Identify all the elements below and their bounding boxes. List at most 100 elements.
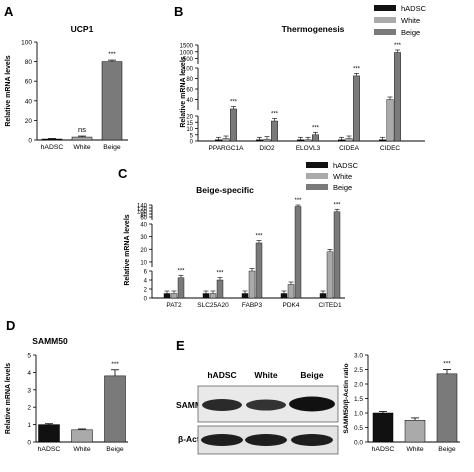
bar-hadsc [372, 412, 394, 443]
bar-white [304, 139, 312, 142]
legend-label-hadsc: hADSC [401, 4, 427, 13]
y-tick-label: 20 [186, 115, 193, 121]
y-tick-label: 15 [186, 121, 193, 127]
y-tick-label: 0 [27, 440, 31, 447]
x-tick-label: hADSC [372, 446, 395, 453]
x-tick-label: CIDEC [380, 145, 401, 152]
bar-hadsc [280, 293, 288, 299]
bar-beige [255, 242, 263, 299]
blot-row-label: SAMM50 [176, 400, 212, 410]
y-tick-label: 60 [186, 88, 193, 94]
y-axis-label: Relative mRNA levels [5, 55, 12, 126]
legend-swatch-beige [374, 29, 396, 35]
y-tick-label: 40 [25, 98, 33, 105]
y-tick-label: 40 [140, 223, 147, 229]
panel-letter-b: B [174, 4, 183, 19]
bar-hadsc [297, 139, 304, 142]
bar-hadsc [379, 139, 386, 142]
significance-marker: *** [294, 198, 302, 204]
y-axis-label: Relative mRNA levels [124, 214, 131, 285]
bar-beige [216, 279, 224, 299]
annotation-ns: ns [78, 125, 86, 134]
x-tick-label: PDK4 [283, 302, 300, 309]
y-tick-label: 1.0 [354, 411, 363, 418]
y-tick-label: 100 [183, 67, 194, 73]
x-tick-label: CITED1 [318, 302, 342, 309]
y-tick-label: 1 [27, 422, 31, 429]
y-tick-label: 6 [144, 270, 148, 276]
x-tick-label: Beige [103, 144, 121, 151]
panel-letter-c: C [118, 166, 128, 181]
significance-marker: *** [111, 361, 119, 368]
significance-marker: *** [312, 125, 320, 131]
x-tick-label: ELOVL3 [296, 145, 321, 152]
y-tick-label: 80 [25, 59, 33, 66]
y-tick-label: 1500 [180, 44, 194, 50]
x-tick-label: PAT2 [166, 302, 182, 309]
bar-white [345, 138, 353, 142]
bar-beige [271, 120, 278, 142]
y-tick-label: 20 [140, 248, 147, 254]
significance-marker: *** [333, 202, 341, 208]
bar-white [209, 293, 217, 299]
y-tick-label: 0 [28, 138, 32, 145]
bar-beige [333, 211, 341, 299]
y-tick-label: 80 [186, 77, 193, 83]
bar-hadsc [256, 139, 263, 142]
bar-beige [394, 52, 401, 142]
x-tick-label: White [73, 144, 91, 151]
significance-marker: *** [271, 112, 279, 118]
significance-marker: *** [443, 361, 451, 368]
x-tick-label: White [73, 446, 91, 453]
legend-label-hadsc: hADSC [333, 161, 359, 170]
blot-band [246, 399, 286, 411]
bar-beige [312, 134, 319, 142]
blot-band [291, 434, 333, 446]
legend-swatch-white [306, 173, 328, 179]
blot-band [289, 396, 335, 412]
legend-swatch-white [374, 17, 396, 23]
y-tick-label: 140 [137, 204, 148, 210]
blot-band [202, 399, 242, 411]
y-tick-label: 30 [140, 235, 147, 241]
bar-hadsc [38, 424, 60, 443]
legend-swatch-hadsc [374, 5, 396, 11]
x-tick-label: White [406, 446, 424, 453]
y-tick-label: 5 [27, 353, 31, 360]
legend-label-white: White [401, 16, 420, 25]
y-tick-label: 40 [186, 98, 193, 104]
bar-hadsc [241, 293, 249, 299]
chart-title: UCP1 [71, 24, 94, 34]
blot-lane-label: White [254, 370, 277, 380]
y-axis-label: Relative mRNA levels [5, 363, 12, 434]
bar-white [248, 270, 256, 299]
y-tick-label: 0 [144, 297, 148, 303]
y-tick-label: 80 [140, 213, 147, 219]
legend-c: hADSC White Beige [306, 161, 359, 192]
bar-beige [101, 61, 123, 141]
blot-band [201, 434, 243, 446]
y-axis-label: Relative mRNA levels [180, 56, 187, 127]
bar-beige [294, 206, 302, 299]
bar-white [404, 420, 426, 443]
significance-marker: *** [177, 268, 185, 274]
y-tick-label: 60 [140, 216, 147, 222]
legend-label-beige: Beige [401, 28, 420, 37]
y-tick-label: 2.0 [354, 382, 363, 389]
y-tick-label: 60 [25, 79, 33, 86]
y-axis-label: SAMM50/β-Actin ratio [343, 363, 350, 433]
y-tick-label: 10 [140, 260, 147, 266]
bar-hadsc [319, 293, 327, 299]
chart-title: Beige-specific [196, 185, 254, 195]
y-tick-label: 0.5 [354, 425, 363, 432]
legend-label-beige: Beige [333, 183, 352, 192]
bar-white [386, 99, 394, 142]
y-tick-label: 2.5 [354, 367, 363, 374]
blot-row-label: β-Actin [178, 434, 207, 444]
significance-marker: *** [108, 51, 116, 58]
bar-white [71, 429, 93, 443]
x-tick-label: FABP3 [242, 302, 263, 309]
legend-label-white: White [333, 172, 352, 181]
y-tick-label: 3.0 [354, 353, 363, 360]
